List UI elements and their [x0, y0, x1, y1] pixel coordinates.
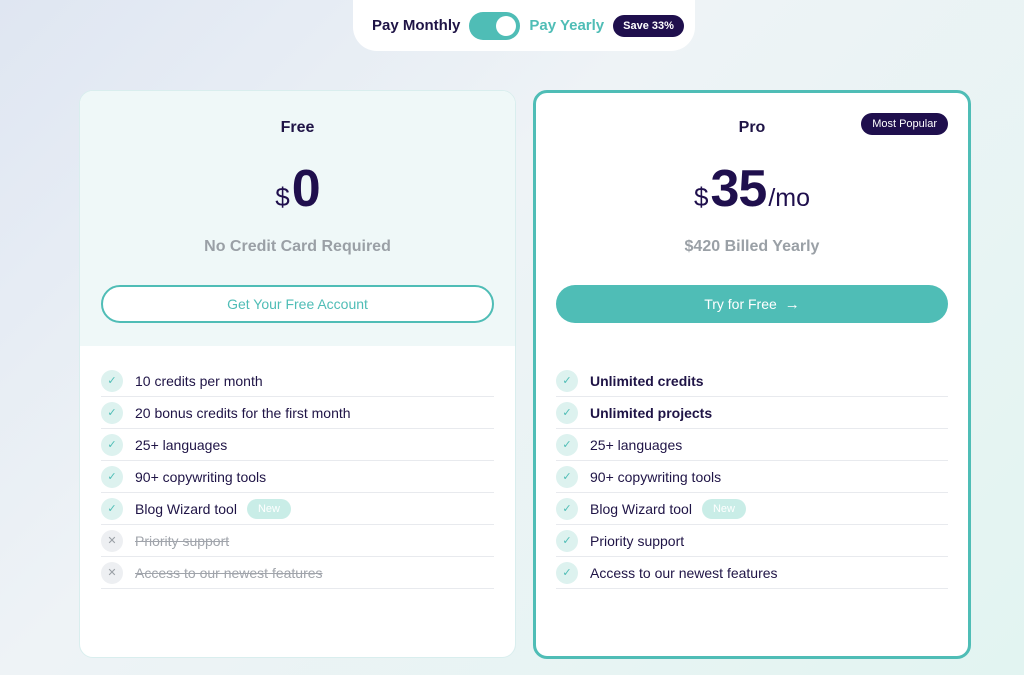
price-note: No Credit Card Required	[204, 238, 391, 255]
feature-text: Access to our newest features	[135, 564, 323, 581]
feature-text: 90+ copywriting tools	[135, 468, 267, 485]
feature-text: 90+ copywriting tools	[590, 468, 722, 485]
feature-item: ✕ Priority support	[101, 525, 494, 557]
feature-text: Unlimited credits	[590, 372, 704, 389]
pro-plan-card: Most Popular Pro $ 35 /mo $420 Billed Ye…	[533, 90, 971, 659]
feature-text: Blog Wizard tool	[590, 500, 692, 517]
currency-symbol: $	[694, 182, 709, 212]
price-note: $420 Billed Yearly	[684, 238, 820, 255]
pay-yearly-label[interactable]: Pay Yearly	[529, 17, 605, 34]
save-badge: Save 33%	[613, 14, 684, 37]
feature-text: Access to our newest features	[590, 564, 778, 581]
plan-name: Pro	[738, 119, 766, 136]
check-icon: ✓	[556, 433, 578, 456]
feature-text: Unlimited projects	[590, 404, 713, 421]
check-icon: ✓	[556, 401, 578, 424]
feature-item: ✓ 90+ copywriting tools	[556, 461, 948, 493]
feature-item: ✓ Unlimited credits	[556, 365, 948, 397]
feature-text: 25+ languages	[135, 436, 228, 453]
feature-text: 20 bonus credits for the first month	[135, 404, 351, 421]
get-free-account-button[interactable]: Get Your Free Account	[101, 285, 494, 323]
feature-item: ✓ Access to our newest features	[556, 557, 948, 589]
check-icon: ✓	[556, 529, 578, 552]
check-icon: ✓	[101, 401, 123, 424]
feature-item: ✓ 25+ languages	[556, 429, 948, 461]
feature-item: ✓ 90+ copywriting tools	[101, 461, 494, 493]
feature-item: ✕ Access to our newest features	[101, 557, 494, 589]
feature-text: Blog Wizard tool	[135, 500, 237, 517]
feature-text: 25+ languages	[590, 436, 683, 453]
check-icon: ✓	[556, 561, 578, 584]
cta-label: Get Your Free Account	[227, 296, 368, 312]
check-icon: ✓	[101, 497, 123, 520]
free-feature-list: ✓ 10 credits per month ✓ 20 bonus credits f…	[101, 365, 494, 589]
check-icon: ✓	[556, 465, 578, 488]
most-popular-badge: Most Popular	[861, 113, 948, 135]
feature-text: Priority support	[590, 532, 685, 549]
pro-feature-list: ✓ Unlimited credits ✓ Unlimited projects ✓ 25…	[556, 365, 948, 589]
feature-text: 10 credits per month	[135, 372, 263, 389]
billing-period-toggle[interactable]	[469, 11, 521, 40]
feature-item: ✓ Blog Wizard tool New	[556, 493, 948, 525]
feature-item: ✓ 10 credits per month	[101, 365, 494, 397]
price-amount: 35	[710, 160, 767, 218]
check-icon: ✓	[556, 497, 578, 520]
currency-symbol: $	[275, 182, 290, 212]
feature-item: ✓ Unlimited projects	[556, 397, 948, 429]
feature-item: ✓ 20 bonus credits for the first month	[101, 397, 494, 429]
plan-name: Free	[280, 119, 315, 136]
feature-item: ✓ Priority support	[556, 525, 948, 557]
arrow-right-icon: →	[784, 295, 800, 313]
try-for-free-button[interactable]: Try for Free →	[556, 285, 948, 323]
check-icon: ✓	[101, 465, 123, 488]
check-icon: ✓	[101, 369, 123, 392]
billing-toggle: Pay Monthly Pay Yearly Save 33%	[353, 0, 695, 51]
cross-icon: ✕	[101, 529, 123, 552]
check-icon: ✓	[556, 369, 578, 392]
pay-monthly-label[interactable]: Pay Monthly	[372, 17, 461, 34]
toggle-knob	[496, 15, 517, 36]
new-badge: New	[246, 498, 291, 519]
feature-item: ✓ 25+ languages	[101, 429, 494, 461]
free-plan-card: Free $ 0 No Credit Card Required Get You…	[79, 90, 516, 658]
price: $ 35 /mo	[536, 159, 968, 219]
cta-label: Try for Free	[704, 296, 777, 312]
new-badge: New	[701, 498, 746, 519]
feature-item: ✓ Blog Wizard tool New	[101, 493, 494, 525]
cross-icon: ✕	[101, 561, 123, 584]
price-amount: 0	[291, 160, 321, 218]
feature-text: Priority support	[135, 532, 230, 549]
check-icon: ✓	[101, 433, 123, 456]
price: $ 0	[80, 159, 515, 219]
price-period: /mo	[768, 184, 810, 212]
